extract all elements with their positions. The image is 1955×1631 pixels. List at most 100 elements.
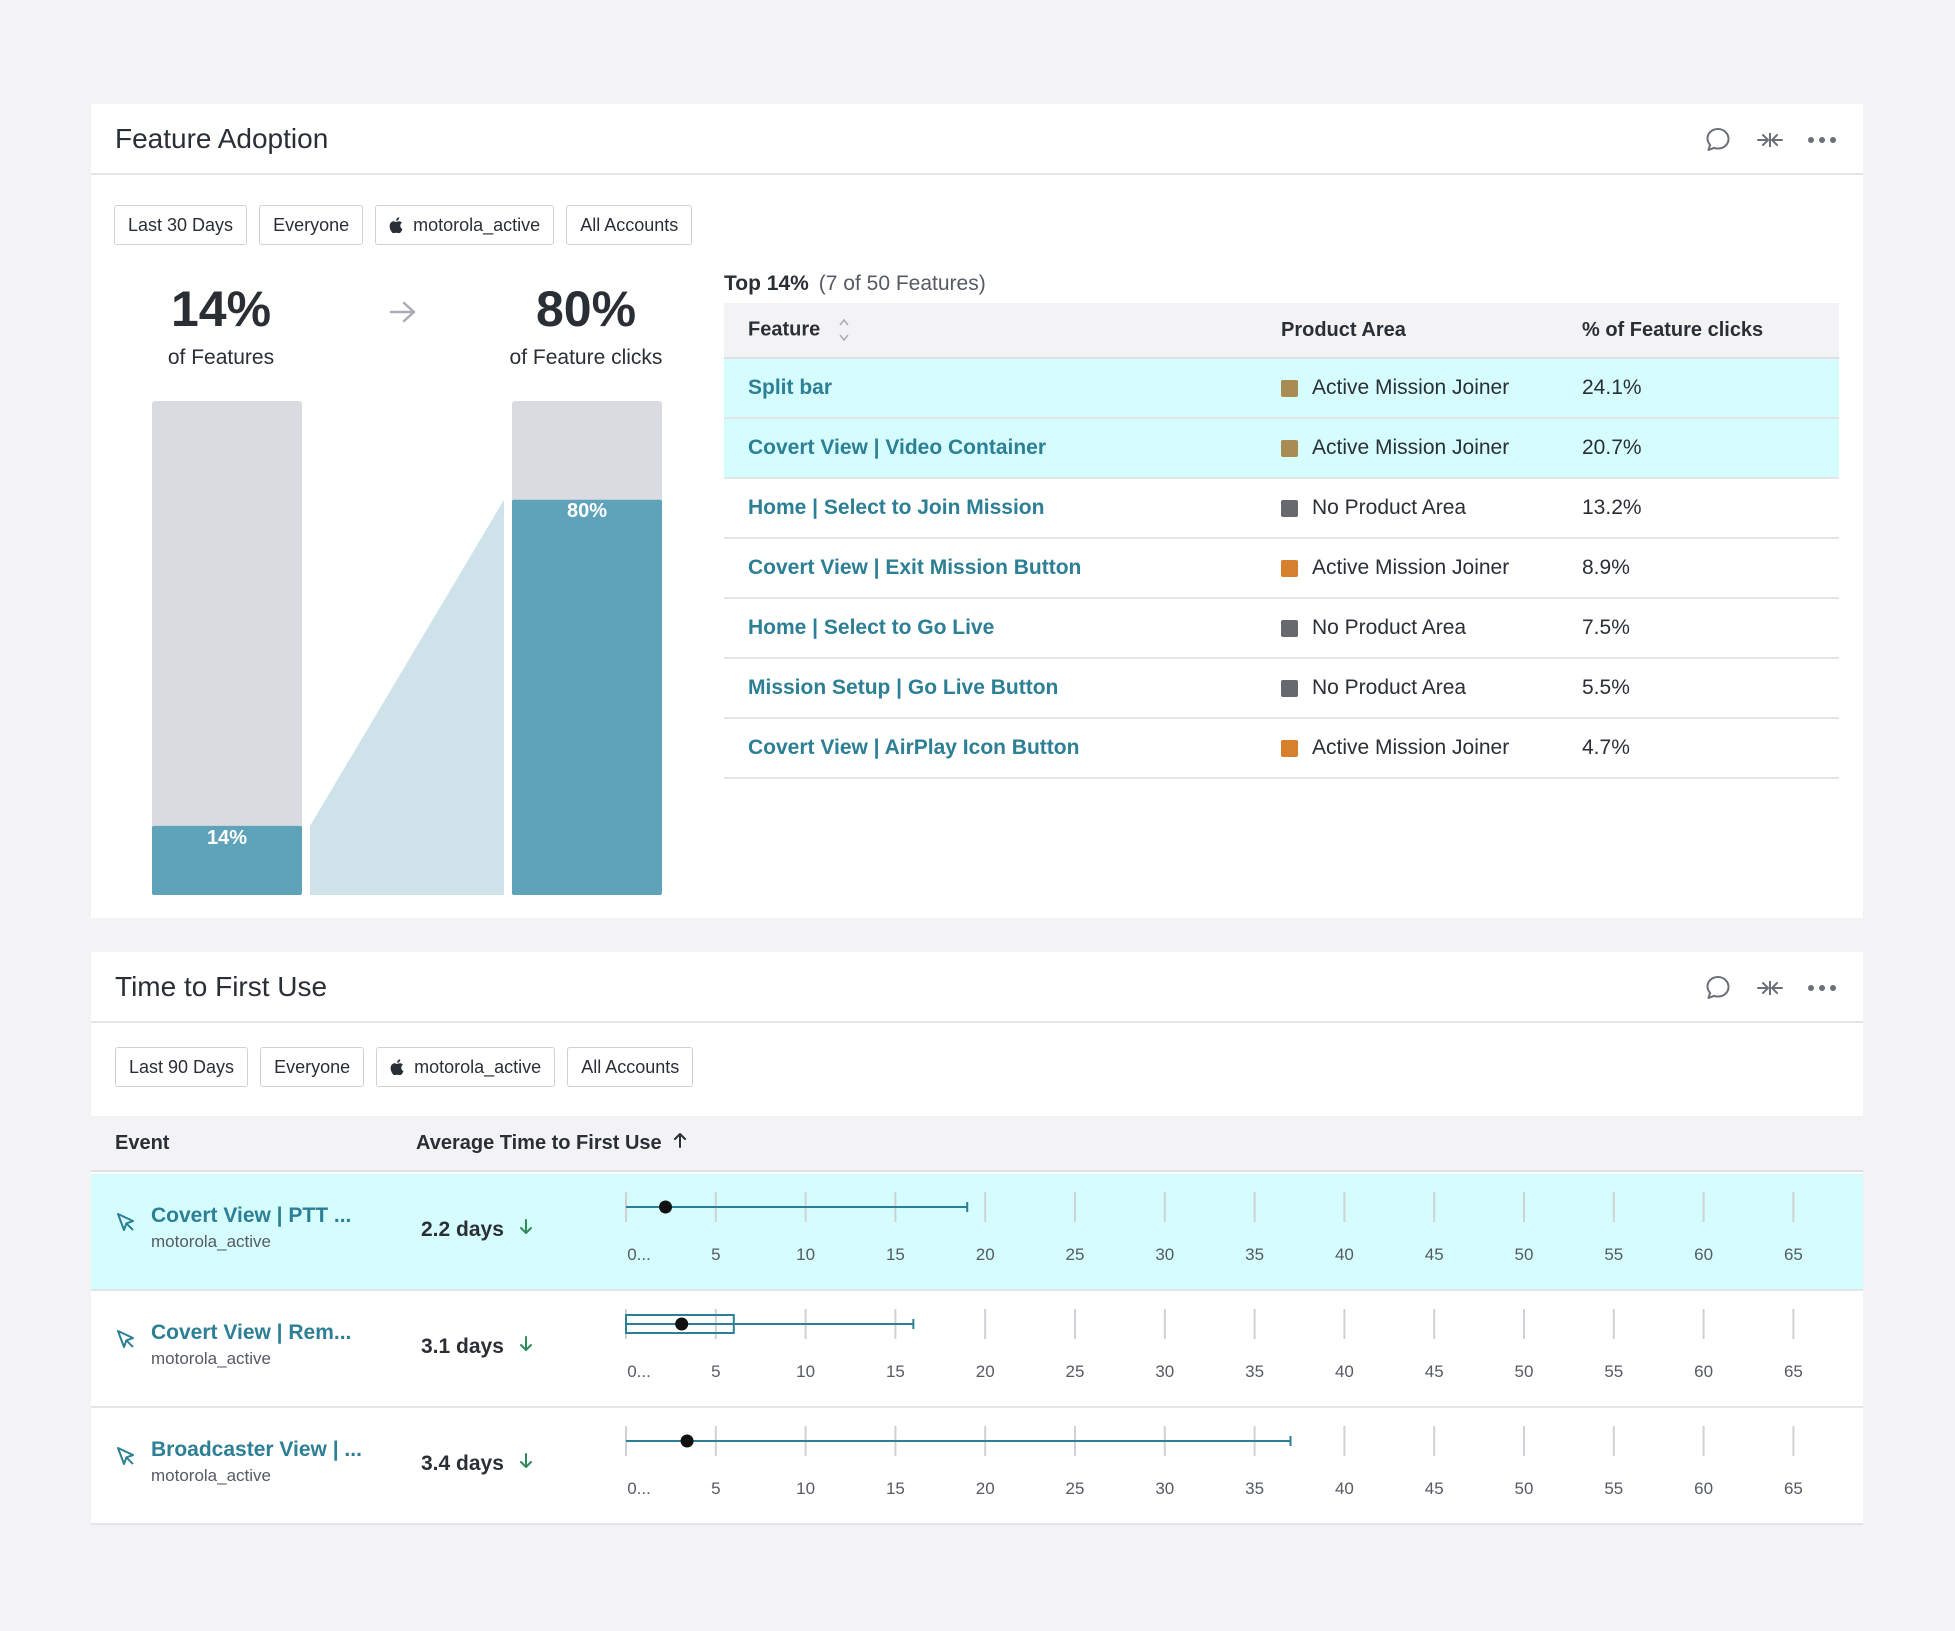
table-row[interactable]: Home | Select to Go Live No Product Area 7… [724,599,1839,659]
collapse-icon[interactable] [1755,125,1785,155]
avg-days-text: 3.1 days [421,1335,504,1358]
feature-link[interactable]: Home | Select to Go Live [748,616,995,639]
event-name-link[interactable]: Covert View | PTT ... [151,1204,352,1227]
product-area-label: No Product Area [1312,496,1467,519]
product-area-swatch [1281,619,1298,637]
collapse-icon[interactable] [1755,973,1785,1003]
event-name-link[interactable]: Broadcaster View | ... [151,1438,362,1461]
click-percent: 20.7% [1582,436,1642,459]
table-row[interactable]: Covert View | Video Container Active Miss… [724,419,1839,479]
table-row[interactable]: Covert View | Rem... motorola_active 3.1 d… [91,1291,1863,1408]
product-area-swatch [1281,379,1298,397]
date-range-filter[interactable]: Last 30 Days [114,205,248,245]
product-area-label: No Product Area [1312,616,1467,639]
click-percent: 7.5% [1582,616,1630,639]
axis-tick-label: 0... [627,1479,651,1498]
top-features-table: Feature Product Area % of Feature clicks… [724,303,1839,779]
sort-icon[interactable] [838,316,850,344]
table-row[interactable]: Covert View | Exit Mission Button Active … [724,539,1839,599]
axis-tick-label: 0... [627,1245,651,1264]
product-area-label: Active Mission Joiner [1312,556,1510,579]
axis-tick-label: 50 [1515,1479,1534,1498]
axis-tick-label: 60 [1694,1362,1713,1381]
axis-tick-label: 45 [1425,1362,1444,1381]
features-bar-fill [152,825,302,895]
product-area-swatch [1281,439,1298,457]
product-area-column-header[interactable]: Product Area [1281,318,1406,341]
accounts-filter[interactable]: All Accounts [567,1047,694,1087]
filter-bar: Last 30 Days Everyone motorola_active Al… [114,205,693,245]
product-area-label: Active Mission Joiner [1312,436,1510,459]
feature-link[interactable]: Covert View | Exit Mission Button [748,556,1082,579]
event-column-header[interactable]: Event [115,1131,170,1154]
clicks-bar-label: 80% [567,500,607,522]
product-area-label: No Product Area [1312,676,1467,699]
axis-tick-label: 60 [1694,1479,1713,1498]
features-stat-value: 14% [170,281,272,337]
card-header: Time to First Use [91,952,1863,1023]
feature-link[interactable]: Home | Select to Join Mission [748,496,1045,519]
feature-column-label: Feature [748,318,821,341]
axis-tick-label: 25 [1066,1479,1085,1498]
table-row[interactable]: Covert View | PTT ... motorola_active 2.2 … [91,1174,1863,1291]
table-row[interactable]: Mission Setup | Go Live Button No Product… [724,659,1839,719]
more-options-icon[interactable] [1807,125,1837,155]
feature-link[interactable]: Split bar [748,376,833,399]
comment-icon[interactable] [1703,973,1733,1003]
product-area-swatch [1281,499,1298,517]
axis-tick-label: 5 [711,1245,720,1264]
table-row[interactable]: Home | Select to Join Mission No Product … [724,479,1839,539]
axis-tick-label: 65 [1784,1362,1803,1381]
table-row[interactable]: Covert View | AirPlay Icon Button Active … [724,719,1839,779]
axis-tick-label: 10 [796,1362,815,1381]
click-percent: 24.1% [1582,376,1642,399]
clicks-bar-fill [512,499,662,895]
axis-tick-label: 50 [1515,1362,1534,1381]
axis-tick-label: 25 [1066,1362,1085,1381]
comment-icon[interactable] [1703,125,1733,155]
axis-tick-label: 30 [1155,1362,1174,1381]
adoption-funnel-chart: 14% 80% [152,401,662,895]
feature-link[interactable]: Covert View | Video Container [748,436,1047,459]
event-name-link[interactable]: Covert View | Rem... [151,1321,352,1344]
table-row[interactable]: Broadcaster View | ... motorola_active 3.4… [91,1408,1863,1525]
date-range-filter[interactable]: Last 90 Days [115,1047,249,1087]
app-filter[interactable]: motorola_active [376,1047,556,1087]
axis-tick-label: 20 [976,1362,995,1381]
table-row[interactable]: Split bar Active Mission Joiner 24.1% [724,359,1839,419]
clicks-stat-label: of Feature clicks [509,346,663,369]
mean-point [659,1200,673,1214]
avg-days-text: 2.2 days [421,1218,504,1241]
axis-tick-label: 55 [1604,1245,1623,1264]
click-percent: 13.2% [1582,496,1642,519]
segment-filter[interactable]: Everyone [260,1047,365,1087]
app-filter[interactable]: motorola_active [375,205,555,245]
funnel-connector [310,499,504,895]
segment-filter[interactable]: Everyone [259,205,364,245]
accounts-filter[interactable]: All Accounts [566,205,693,245]
feature-link[interactable]: Covert View | AirPlay Icon Button [748,736,1080,759]
avg-time-column-label: Average Time to First Use [416,1131,662,1154]
apple-icon [389,217,403,233]
avg-time-value: 2.2 days [421,1218,534,1242]
axis-tick-label: 20 [976,1479,995,1498]
click-percent: 5.5% [1582,676,1630,699]
click-percent: 8.9% [1582,556,1630,579]
clicks-stat: 80% of Feature clicks [486,284,686,370]
feature-column-header[interactable]: Feature [724,316,1281,344]
avg-time-column-header[interactable]: Average Time to First Use [416,1131,688,1155]
mean-point [680,1434,694,1448]
event-app-label: motorola_active [151,1466,272,1485]
time-distribution-chart: 0... 5 10 15 20 25 30 35 40 45 50 55 60 65 [625,1426,1803,1498]
axis-tick-label: 30 [1155,1245,1174,1264]
axis-tick-label: 65 [1784,1245,1803,1264]
arrow-right-icon [389,300,417,329]
avg-days-text: 3.4 days [421,1452,504,1475]
clicks-stat-value: 80% [535,281,637,337]
top-caption-count: (7 of 50 Features) [818,272,986,295]
clicks-column-header[interactable]: % of Feature clicks [1582,318,1764,341]
avg-time-value: 3.1 days [421,1335,534,1359]
more-options-icon[interactable] [1807,973,1837,1003]
time-distribution-chart: 0... 5 10 15 20 25 30 35 40 45 50 55 60 65 [625,1192,1803,1264]
feature-link[interactable]: Mission Setup | Go Live Button [748,676,1059,699]
